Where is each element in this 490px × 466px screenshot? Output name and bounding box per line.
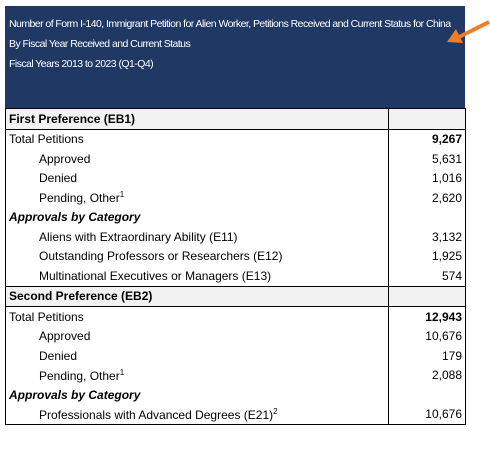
- row-value: [388, 285, 466, 307]
- footnote-mark: 2: [273, 406, 278, 416]
- table-row: Approvals by Category: [5, 385, 466, 405]
- footnote-mark: 1: [119, 190, 125, 200]
- value-text: 2,088: [431, 368, 462, 383]
- header-line: Number of Form I-140, Immigrant Petition…: [9, 18, 451, 30]
- row-label: Approvals by Category: [5, 385, 389, 405]
- table-row: Denied 179: [5, 346, 466, 366]
- label-text: Denied: [39, 171, 78, 186]
- row-label: Approvals by Category: [5, 207, 389, 227]
- table-row: Approved 5,631: [5, 149, 466, 169]
- row-value: 179: [388, 346, 466, 366]
- row-value: 12,943: [388, 306, 466, 327]
- row-label: Outstanding Professors or Researchers (E…: [5, 246, 389, 266]
- table-row: Aliens with Extraordinary Ability (E11) 3…: [5, 227, 466, 247]
- value-text: 10,676: [425, 407, 462, 422]
- value-text: 3,132: [431, 229, 462, 244]
- label-text: Denied: [39, 348, 78, 363]
- row-value: 1,016: [388, 168, 466, 188]
- label-text: Approvals by Category: [9, 387, 141, 402]
- arrow: [447, 20, 490, 43]
- table-row: Denied 1,016: [5, 168, 466, 188]
- row-label: Approved: [5, 326, 389, 346]
- label-text: Total Petitions: [9, 309, 84, 324]
- label-text: Outstanding Professors or Researchers (E…: [39, 249, 283, 264]
- arrow-shaft: [458, 20, 490, 39]
- label-text: Professionals with Advanced Degrees (E21…: [39, 407, 274, 422]
- label-text: Pending, Other: [39, 191, 120, 206]
- table-row: Pending, Other1 2,620: [5, 188, 466, 208]
- table: First Preference (EB1) Total Petitions 9,2…: [5, 108, 466, 425]
- table-row: Pending, Other1 2,088: [5, 365, 466, 385]
- value-text: 12,943: [425, 309, 462, 324]
- row-value: 10,676: [388, 326, 466, 346]
- table-row: Total Petitions 9,267: [5, 129, 466, 149]
- row-value: 10,676: [388, 404, 466, 425]
- label-text: Multinational Executives or Managers (E1…: [39, 268, 272, 283]
- row-label: Approved: [5, 149, 389, 169]
- row-label: Total Petitions: [5, 306, 389, 327]
- row-value: [388, 207, 466, 227]
- row-value: 3,132: [388, 227, 466, 247]
- value-text: 574: [441, 268, 462, 283]
- row-label: Professionals with Advanced Degrees (E21…: [5, 404, 389, 425]
- row-value: 2,620: [388, 188, 466, 208]
- label-text: Approvals by Category: [9, 210, 141, 225]
- row-label: Aliens with Extraordinary Ability (E11): [5, 227, 389, 247]
- row-label: Total Petitions: [5, 129, 389, 149]
- label-text: Total Petitions: [9, 132, 84, 147]
- value-text: 2,620: [431, 190, 462, 205]
- header-line: By Fiscal Year Received and Current Stat…: [9, 38, 191, 50]
- row-label: Second Preference (EB2): [5, 285, 389, 307]
- table-row: Professionals with Advanced Degrees (E21…: [5, 404, 466, 425]
- row-value: 2,088: [388, 365, 466, 385]
- table-row: Outstanding Professors or Researchers (E…: [5, 246, 466, 266]
- value-text: 1,925: [431, 249, 462, 264]
- arrow-head: [447, 29, 463, 43]
- table-row: Approvals by Category: [5, 207, 466, 227]
- row-value: 1,925: [388, 246, 466, 266]
- label-text: Approved: [39, 151, 91, 166]
- label-text: First Preference (EB1): [9, 111, 136, 126]
- label-text: Second Preference (EB2): [9, 289, 153, 304]
- value-text: 5,631: [431, 151, 462, 166]
- label-text: Aliens with Extraordinary Ability (E11): [39, 229, 238, 244]
- value-text: 9,267: [431, 132, 462, 147]
- row-value: 9,267: [388, 129, 466, 149]
- footnote-mark: 1: [119, 367, 125, 377]
- label-text: Pending, Other: [39, 368, 120, 383]
- table-row: Multinational Executives or Managers (E1…: [5, 266, 466, 286]
- row-label: Pending, Other1: [5, 365, 389, 385]
- row-label: Denied: [5, 346, 389, 366]
- row-value: [388, 385, 466, 405]
- value-text: 1,016: [431, 171, 462, 186]
- header-line: Fiscal Years 2013 to 2023 (Q1-Q4): [9, 58, 154, 70]
- table-row: First Preference (EB1): [5, 108, 466, 130]
- row-label: Multinational Executives or Managers (E1…: [5, 266, 389, 286]
- header: Number of Form I-140, Immigrant Petition…: [5, 6, 465, 108]
- row-value: [388, 108, 466, 130]
- row-label: Pending, Other1: [5, 188, 389, 208]
- label-text: Approved: [39, 329, 91, 344]
- row-label: Denied: [5, 168, 389, 188]
- table-row: Second Preference (EB2): [5, 285, 466, 307]
- row-value: 574: [388, 266, 466, 286]
- value-text: 179: [441, 348, 462, 363]
- row-label: First Preference (EB1): [5, 108, 389, 130]
- value-text: 10,676: [425, 329, 462, 344]
- table-row: Total Petitions 12,943: [5, 306, 466, 327]
- row-value: 5,631: [388, 149, 466, 169]
- table-row: Approved 10,676: [5, 326, 466, 346]
